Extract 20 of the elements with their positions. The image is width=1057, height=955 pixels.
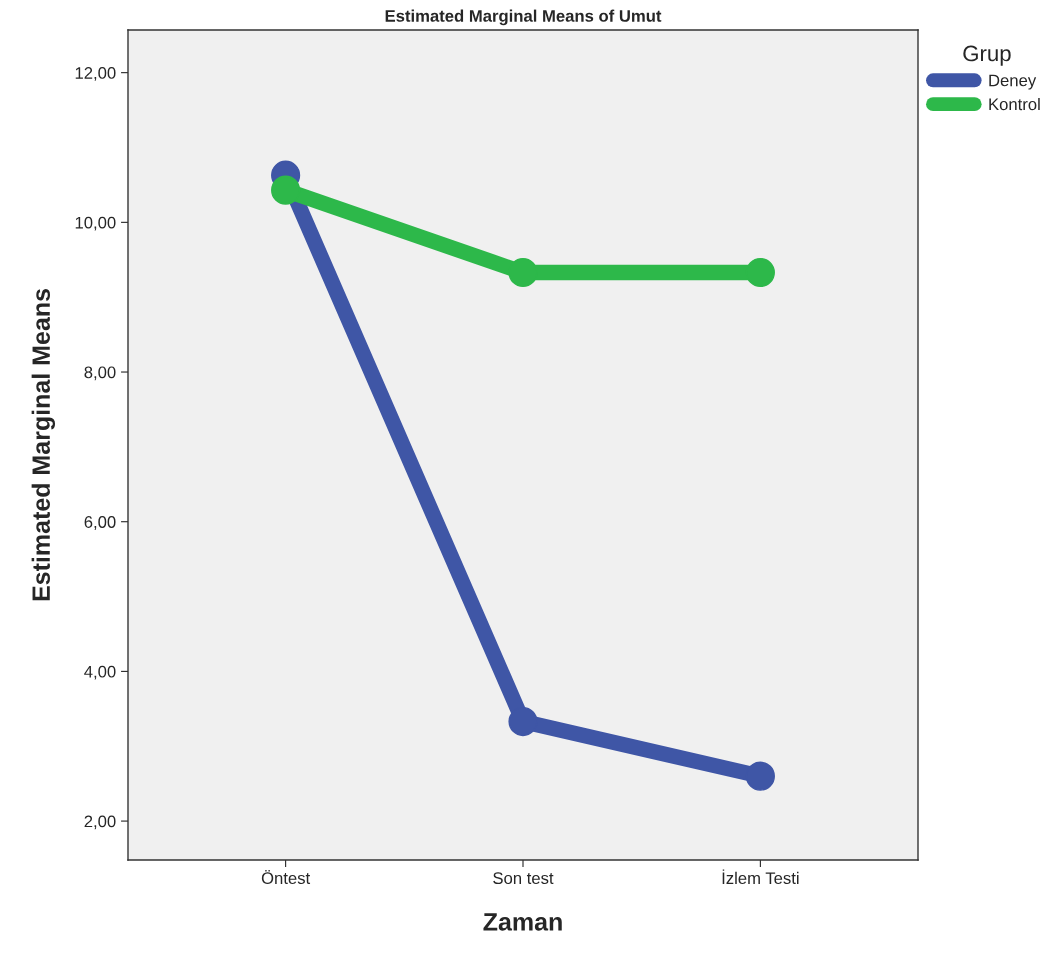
- y-tick-label: 6,00: [84, 516, 116, 530]
- y-tick-label: 2,00: [84, 815, 116, 830]
- y-axis-title: Estimated Marginal Means: [31, 289, 56, 601]
- y-tick-label: 10,00: [75, 216, 116, 231]
- legend-title: Grup: [963, 45, 1011, 66]
- x-tick-label: Son test: [493, 872, 554, 885]
- x-tick-label: İzlem Testi: [722, 869, 799, 885]
- point: [745, 257, 775, 288]
- x-axis-title: Zaman: [483, 913, 562, 931]
- point: [508, 257, 538, 288]
- legend-label: Kontrol: [989, 97, 1040, 111]
- chart-title: Estimated Marginal Means of Umut: [385, 9, 662, 26]
- point: [271, 175, 301, 205]
- y-tick-label: 4,00: [84, 665, 116, 680]
- legend-label: Deney: [989, 74, 1037, 90]
- point: [745, 761, 775, 791]
- y-tick-label: 8,00: [84, 366, 116, 381]
- y-tick-label: 12,00: [75, 67, 116, 81]
- x-tick-label: Öntest: [261, 869, 311, 885]
- point: [508, 706, 538, 737]
